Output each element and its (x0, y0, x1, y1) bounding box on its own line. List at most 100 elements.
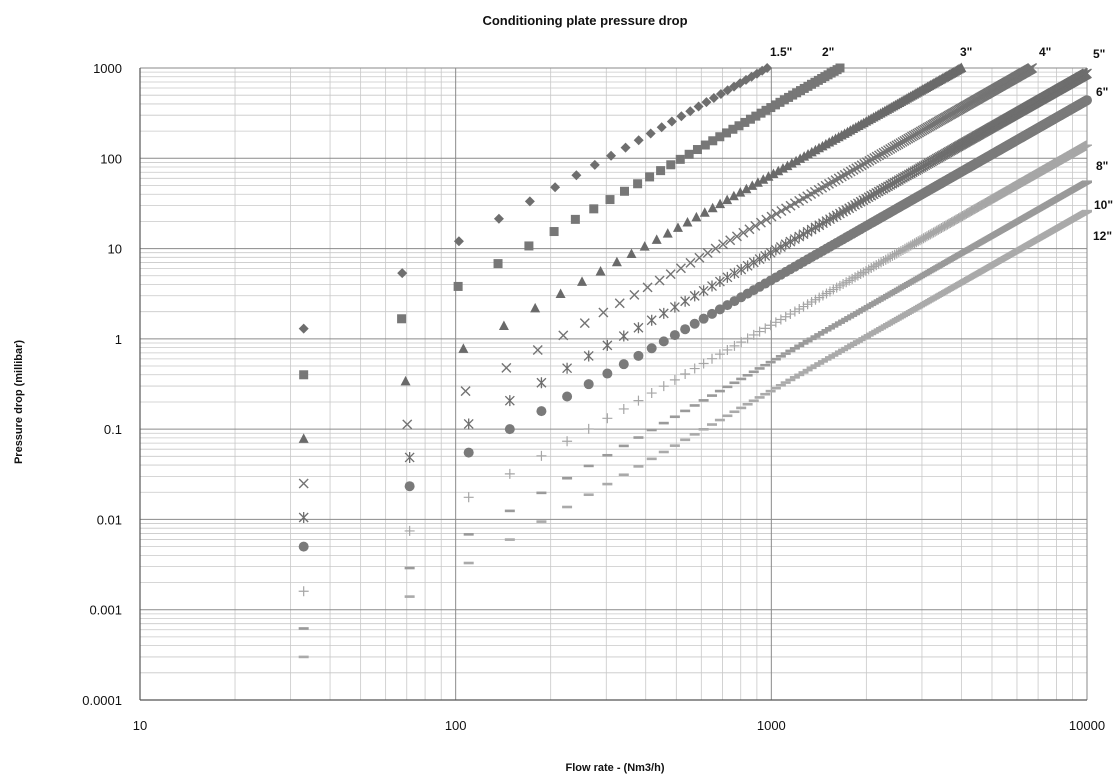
data-point (873, 299, 884, 302)
data-point (861, 306, 872, 310)
data-point (765, 320, 776, 331)
data-point (770, 357, 781, 361)
data-point (834, 350, 845, 354)
data-point (789, 306, 800, 317)
data-point (821, 328, 832, 332)
data-point (629, 289, 640, 300)
data-point (689, 290, 700, 302)
data-point (714, 304, 725, 315)
data-point (404, 481, 415, 492)
data-point (463, 447, 474, 458)
data-point (669, 415, 680, 419)
data-point (765, 389, 776, 393)
data-point (806, 366, 817, 370)
data-point (858, 307, 869, 311)
data-point (742, 260, 753, 272)
data-point (847, 314, 858, 317)
data-point (868, 302, 879, 305)
series-4 (298, 63, 1038, 489)
data-point (633, 322, 644, 334)
data-point (715, 132, 725, 142)
data-point (536, 520, 547, 523)
data-point (684, 149, 694, 159)
y-axis-label: Pressure drop (millibar) (13, 340, 25, 464)
data-point (817, 360, 828, 363)
data-point (691, 211, 702, 222)
data-point (298, 627, 309, 630)
data-point (835, 63, 845, 73)
x-tick-label: 10000 (1069, 718, 1105, 733)
series-label: 10" (1094, 198, 1113, 212)
data-point (715, 198, 726, 209)
data-point (626, 248, 637, 259)
data-point (685, 257, 696, 268)
data-point (760, 392, 771, 396)
data-point (639, 241, 650, 251)
data-point (570, 214, 580, 224)
data-point (831, 352, 842, 355)
data-point (763, 171, 774, 181)
data-point (707, 394, 718, 397)
data-point (645, 172, 655, 182)
data-point (770, 100, 780, 110)
data-point (602, 482, 613, 486)
y-tick-label: 1 (115, 332, 122, 347)
series-label: 8" (1096, 159, 1108, 173)
data-point (722, 344, 733, 355)
data-point (841, 317, 852, 321)
data-point (298, 433, 309, 443)
data-point (839, 169, 850, 180)
data-point (750, 220, 761, 231)
data-point (701, 97, 712, 108)
data-point (707, 202, 718, 213)
data-point (710, 243, 721, 254)
data-point (689, 404, 700, 407)
data-point (780, 381, 791, 384)
data-point (722, 414, 733, 418)
data-point (782, 160, 793, 171)
data-point (754, 326, 765, 337)
data-point (768, 168, 779, 178)
data-point (602, 413, 613, 424)
data-point (685, 106, 696, 117)
data-point (453, 281, 463, 291)
data-point (830, 175, 841, 186)
data-point (602, 339, 613, 351)
data-point (858, 337, 869, 340)
data-point (882, 253, 893, 264)
data-point (742, 402, 753, 406)
data-point (869, 153, 880, 164)
data-point (605, 195, 615, 205)
data-point (298, 655, 309, 659)
series-label: 1.5" (770, 45, 792, 59)
data-point (751, 111, 761, 121)
data-point (666, 116, 677, 127)
data-point (754, 253, 765, 265)
series-label: 12" (1093, 229, 1112, 243)
data-point (887, 250, 898, 261)
data-point (752, 177, 763, 187)
data-point (397, 268, 408, 279)
data-point (814, 362, 825, 365)
data-point (504, 538, 515, 541)
data-point (698, 399, 709, 402)
data-point (602, 453, 613, 457)
data-point (400, 375, 411, 386)
data-point (855, 338, 866, 342)
data-point (810, 335, 821, 338)
data-point (397, 314, 407, 324)
data-point (404, 566, 415, 570)
data-point (748, 329, 759, 340)
data-point (658, 336, 669, 347)
data-point (755, 217, 766, 228)
data-point (699, 207, 710, 217)
data-point (651, 234, 662, 244)
data-point (760, 250, 771, 262)
data-point (1082, 67, 1092, 79)
data-point (536, 491, 547, 495)
data-point (1082, 180, 1092, 184)
data-point (298, 586, 309, 597)
data-point (463, 533, 474, 536)
data-point (748, 399, 759, 403)
data-point (742, 373, 753, 377)
